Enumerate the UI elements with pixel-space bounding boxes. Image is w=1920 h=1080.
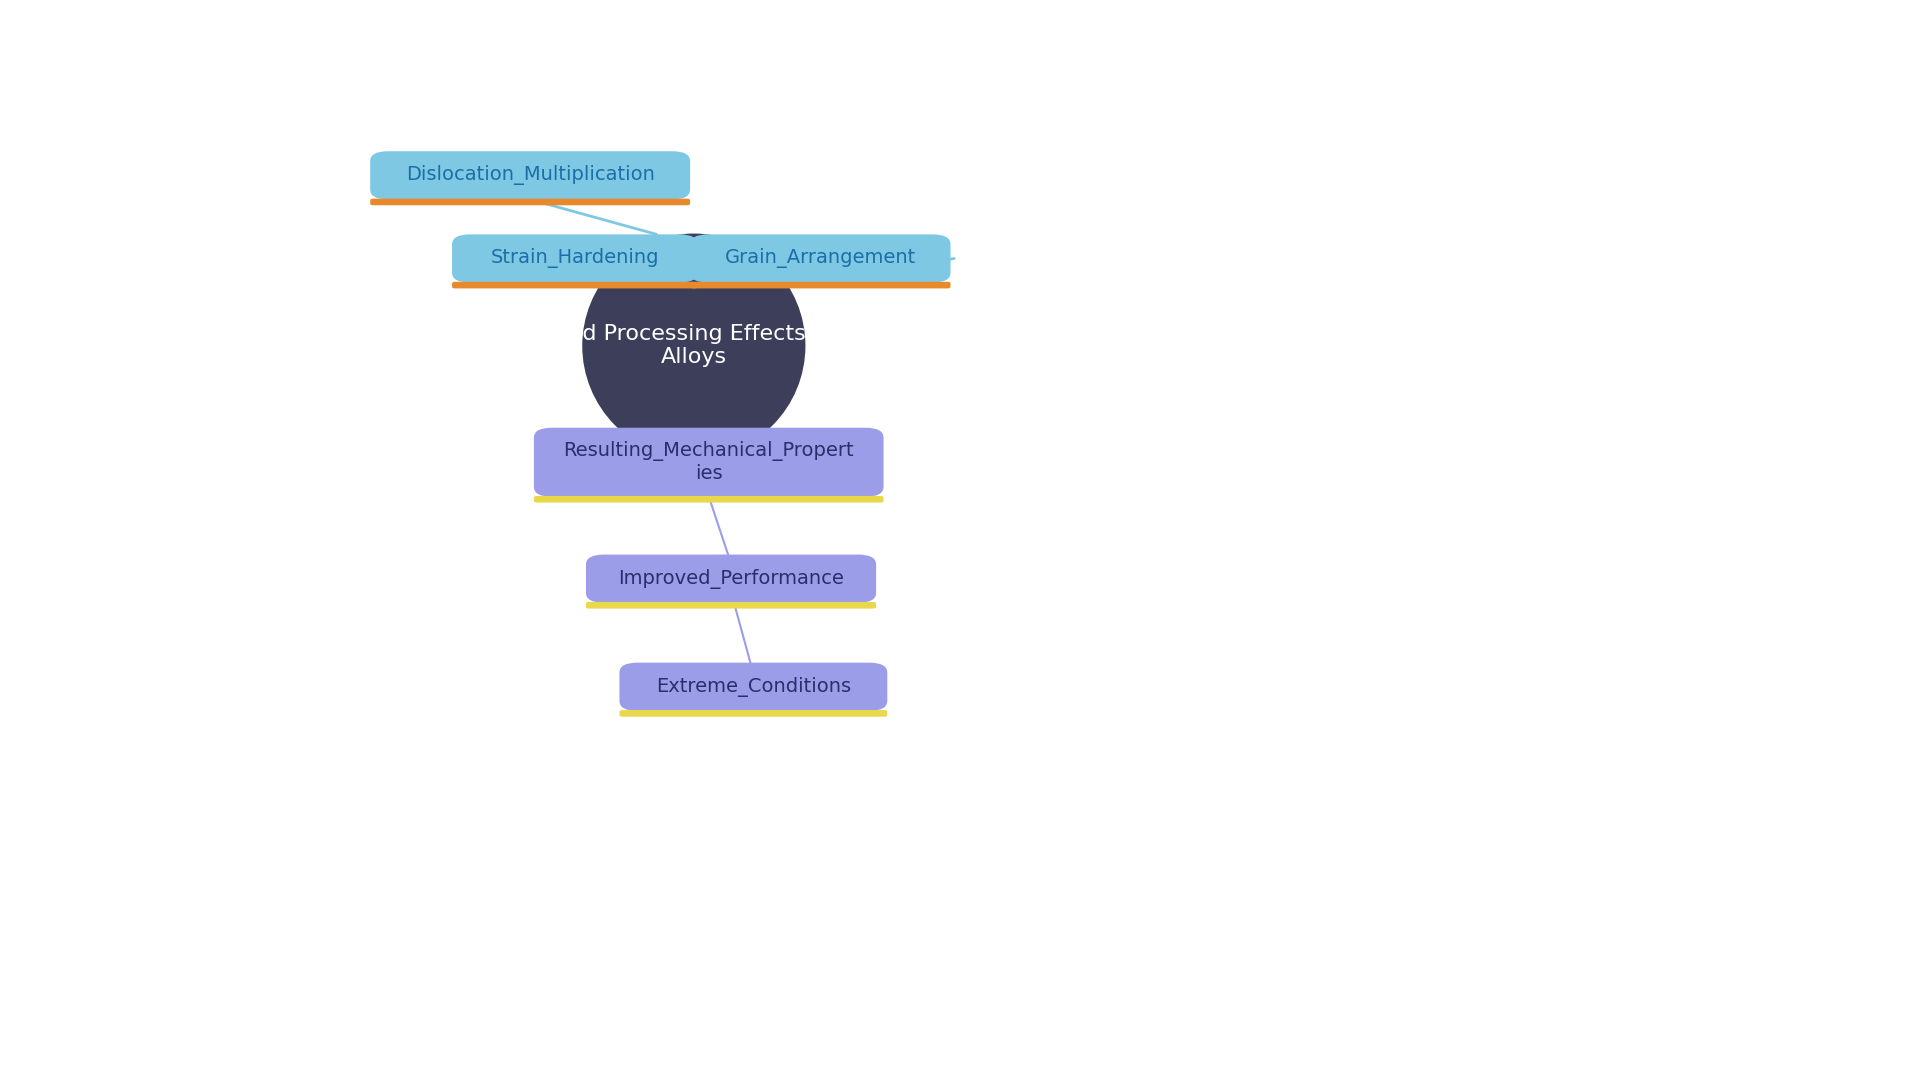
FancyBboxPatch shape: [586, 602, 876, 609]
FancyBboxPatch shape: [371, 151, 689, 200]
Text: Resulting_Mechanical_Propert
ies: Resulting_Mechanical_Propert ies: [563, 442, 854, 483]
Text: Extreme_Conditions: Extreme_Conditions: [657, 677, 851, 697]
Text: Cold Processing Effects on
Alloys: Cold Processing Effects on Alloys: [547, 324, 841, 367]
Ellipse shape: [582, 233, 806, 458]
Text: Improved_Performance: Improved_Performance: [618, 569, 845, 589]
FancyBboxPatch shape: [534, 428, 883, 497]
FancyBboxPatch shape: [620, 663, 887, 711]
FancyBboxPatch shape: [371, 199, 689, 205]
FancyBboxPatch shape: [451, 234, 697, 283]
FancyBboxPatch shape: [451, 282, 697, 288]
FancyBboxPatch shape: [620, 710, 887, 717]
Text: Dislocation_Multiplication: Dislocation_Multiplication: [405, 165, 655, 186]
Text: Grain_Arrangement: Grain_Arrangement: [724, 248, 916, 269]
Text: Strain_Hardening: Strain_Hardening: [490, 248, 659, 269]
FancyBboxPatch shape: [689, 282, 950, 288]
FancyBboxPatch shape: [586, 554, 876, 603]
FancyBboxPatch shape: [534, 496, 883, 502]
FancyBboxPatch shape: [689, 234, 950, 283]
